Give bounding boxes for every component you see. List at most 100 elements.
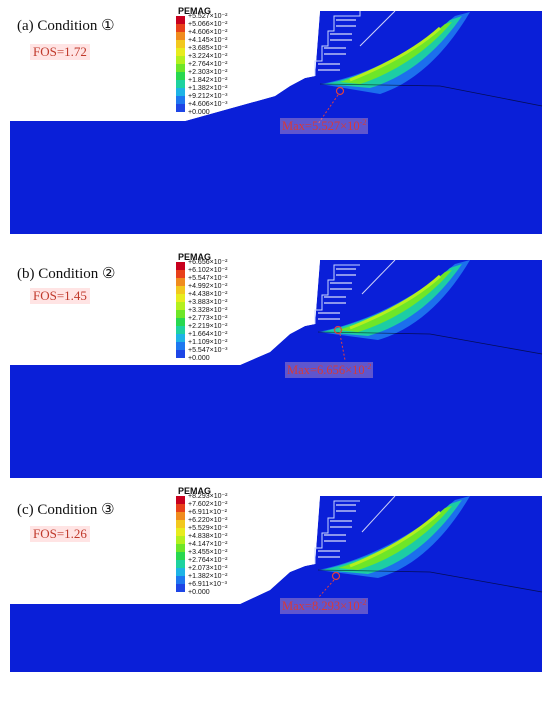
retaining-steps: [314, 11, 361, 76]
legend-swatch: [176, 552, 185, 560]
legend-title: PEMAG: [178, 252, 212, 262]
legend-value: +2.073×10⁻²: [188, 565, 228, 572]
legend-swatch: [176, 294, 185, 302]
max-label: Max=5.527×10-2: [280, 118, 369, 135]
legend-swatch: [176, 278, 185, 286]
legend-colorbar: [176, 496, 185, 592]
legend-swatch: [176, 72, 185, 80]
legend-value: +6.220×10⁻²: [188, 517, 228, 524]
legend-swatch: [176, 32, 185, 40]
legend-value: +1.664×10⁻²: [188, 331, 228, 338]
legend-value: +0.000: [188, 109, 210, 116]
legend-swatch: [176, 536, 185, 544]
legend-value: +1.382×10⁻²: [188, 85, 228, 92]
slope-model-c: [10, 486, 543, 672]
legend-swatch: [176, 24, 185, 32]
legend-swatch: [176, 80, 185, 88]
legend-swatch: [176, 262, 185, 270]
legend-swatch: [176, 350, 185, 358]
legend-value: +2.773×10⁻²: [188, 315, 228, 322]
legend-swatch: [176, 56, 185, 64]
legend-swatch: [176, 64, 185, 72]
legend-value: +4.145×10⁻²: [188, 37, 228, 44]
shear-band-inner: [338, 506, 452, 570]
max-value: Max=6.656×10: [287, 363, 365, 378]
legend-swatch: [176, 104, 185, 112]
legend-swatch: [176, 576, 185, 584]
legend-title: PEMAG: [178, 6, 212, 16]
legend-value: +8.293×10⁻²: [188, 493, 228, 500]
legend-value: +1.109×10⁻²: [188, 339, 228, 346]
legend-value: +5.547×10⁻²: [188, 275, 228, 282]
max-exponent: -2: [359, 118, 367, 127]
max-exponent: -2: [364, 362, 372, 371]
legend-value: +5.529×10⁻²: [188, 525, 228, 532]
legend-value: +2.303×10⁻²: [188, 69, 228, 76]
max-label: Max=6.656×10-2: [285, 362, 374, 379]
legend-swatch: [176, 584, 185, 592]
legend-colorbar: [176, 16, 185, 112]
legend-value: +4.838×10⁻²: [188, 533, 228, 540]
legend-swatch: [176, 512, 185, 520]
slope-model-b: [10, 252, 543, 478]
legend-title: PEMAG: [178, 486, 212, 496]
legend-value: +3.455×10⁻²: [188, 549, 228, 556]
legend-value: +6.911×10⁻³: [188, 581, 227, 588]
legend-value: +3.883×10⁻²: [188, 299, 228, 306]
fos-label: FOS=1.72: [30, 44, 90, 60]
legend-swatch: [176, 48, 185, 56]
max-marker: [333, 325, 343, 335]
legend-value: +0.000: [188, 355, 210, 362]
legend-value: +4.147×10⁻²: [188, 541, 228, 548]
fos-label: FOS=1.26: [30, 526, 90, 542]
legend-value: +7.602×10⁻²: [188, 501, 228, 508]
legend-value: +5.066×10⁻²: [188, 21, 228, 28]
legend-value: +4.438×10⁻²: [188, 291, 228, 298]
condition-label: (a) Condition ①: [17, 18, 115, 34]
legend-swatch: [176, 342, 185, 350]
legend-value: +6.102×10⁻²: [188, 267, 228, 274]
panel-a: (a) Condition ① FOS=1.72 PEMAG +5.527×10…: [0, 6, 550, 234]
condition-label: (c) Condition ③: [17, 502, 115, 518]
panel-b: (b) Condition ② FOS=1.45 PEMAG +6.656×10…: [0, 252, 550, 480]
max-marker: [335, 86, 345, 96]
legend-value: +3.685×10⁻²: [188, 45, 228, 52]
max-value: Max=5.527×10: [282, 119, 360, 134]
retaining-steps: [314, 500, 360, 564]
legend-swatch: [176, 318, 185, 326]
legend-labels: +8.293×10⁻² +7.602×10⁻² +6.911×10⁻² +6.220×…: [188, 493, 228, 597]
legend-swatch: [176, 504, 185, 512]
legend-value: +3.328×10⁻²: [188, 307, 228, 314]
legend-swatch: [176, 560, 185, 568]
legend-labels: +6.656×10⁻² +6.102×10⁻² +5.547×10⁻² +4.992×…: [188, 259, 228, 363]
legend-swatch: [176, 568, 185, 576]
legend-colorbar: [176, 262, 185, 358]
legend-swatch: [176, 96, 185, 104]
legend-swatch: [176, 302, 185, 310]
legend-swatch: [176, 270, 185, 278]
condition-label: (b) Condition ②: [17, 266, 116, 282]
legend-value: +2.219×10⁻²: [188, 323, 228, 330]
legend-swatch: [176, 286, 185, 294]
max-value: Max=8.293×10: [282, 599, 360, 614]
max-marker: [331, 571, 341, 581]
legend-value: +9.212×10⁻³: [188, 93, 228, 100]
legend-value: +0.000: [188, 589, 210, 596]
legend-swatch: [176, 496, 185, 504]
legend-value: +5.547×10⁻³: [188, 347, 228, 354]
legend-value: +4.606×10⁻²: [188, 29, 228, 36]
legend-swatch: [176, 16, 185, 24]
legend-value: +3.224×10⁻²: [188, 53, 228, 60]
legend-value: +1.382×10⁻²: [188, 573, 228, 580]
legend-value: +1.842×10⁻²: [188, 77, 228, 84]
max-exponent: -2: [359, 598, 367, 607]
panel-c: (c) Condition ③ FOS=1.26 PEMAG +8.293×10…: [0, 486, 550, 714]
legend-swatch: [176, 326, 185, 334]
retaining-steps: [314, 264, 360, 324]
legend-value: +4.992×10⁻²: [188, 283, 228, 290]
shear-band-inner: [338, 270, 452, 332]
shear-band-inner: [340, 22, 452, 84]
legend-swatch: [176, 88, 185, 96]
legend-value: +6.911×10⁻²: [188, 509, 227, 516]
legend-swatch: [176, 334, 185, 342]
